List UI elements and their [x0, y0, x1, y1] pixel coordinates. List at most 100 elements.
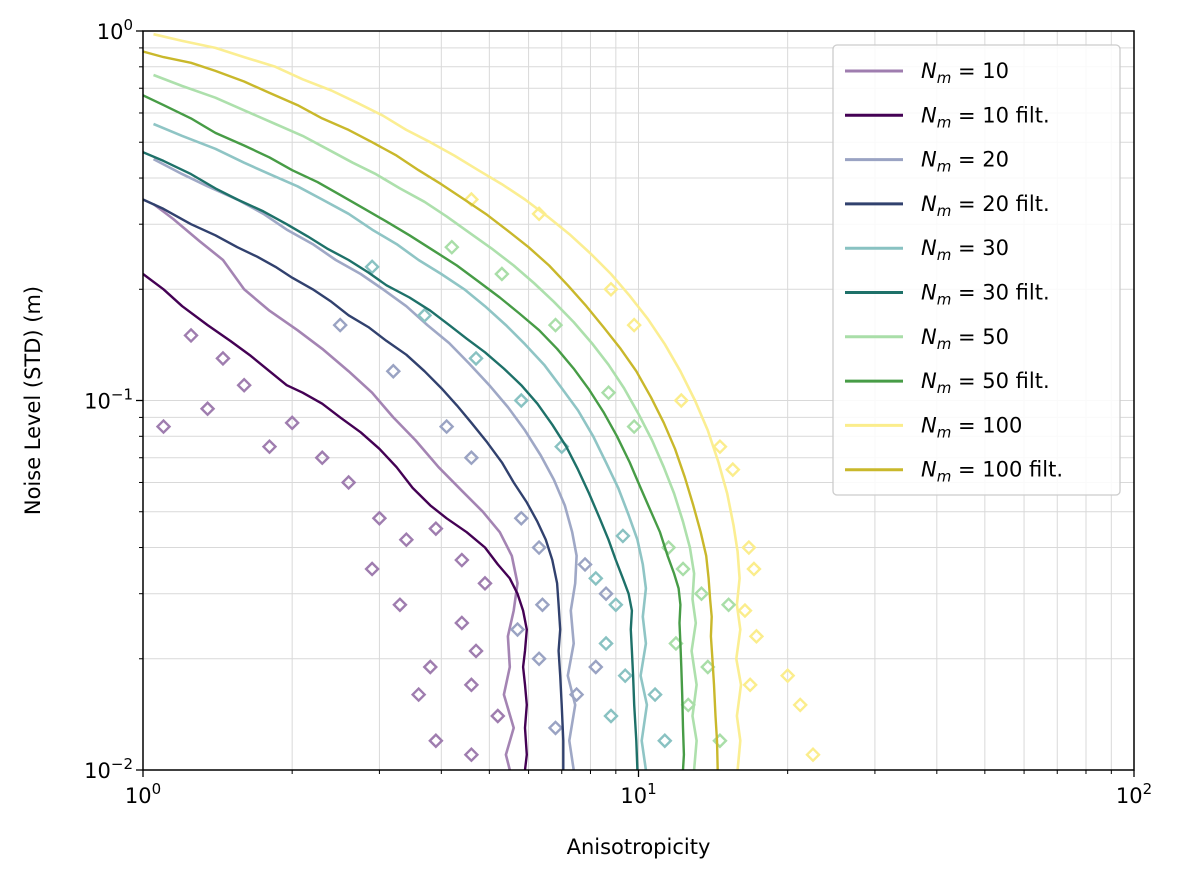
contour-island: [615, 528, 631, 544]
contour-island: [509, 621, 526, 638]
contour-island: [398, 532, 415, 548]
contour-island: [468, 643, 484, 659]
contour-island: [477, 575, 493, 592]
contour-island: [577, 556, 593, 573]
x-tick-label: 101: [620, 780, 656, 808]
contour-island: [647, 686, 663, 703]
legend-label: Nm = 100: [921, 413, 1022, 441]
contour-island: [155, 418, 172, 435]
contour-island: [416, 307, 433, 324]
contour-island: [712, 438, 728, 455]
contour-island: [513, 510, 529, 526]
legend-label: Nm = 30 filt.: [921, 281, 1050, 309]
x-axis-label: Anisotropicity: [567, 835, 711, 859]
contour-line: [153, 73, 698, 770]
contour-island: [454, 552, 470, 568]
contour-island: [668, 635, 684, 652]
contour-island: [284, 415, 300, 431]
contour-island: [490, 708, 506, 724]
contour-island: [444, 239, 460, 255]
contour-island: [494, 266, 510, 282]
axis-ticks: 100 101 102 10−2 10−1 100: [84, 16, 1152, 808]
x-tick-label: 100: [125, 780, 161, 808]
legend-label: Nm = 10 filt.: [921, 103, 1050, 131]
y-tick-label: 10−1: [84, 386, 133, 414]
contour-island: [215, 350, 231, 367]
y-tick-label: 100: [97, 16, 133, 44]
plot-area: [143, 32, 821, 770]
contour-island: [364, 259, 380, 275]
legend-label: Nm = 100 filt.: [921, 458, 1063, 486]
contour-island: [720, 597, 737, 613]
contour-island: [626, 418, 642, 435]
legend-frame: [832, 44, 1121, 496]
contour-island: [236, 377, 252, 393]
contour-island: [385, 363, 401, 379]
contour-island: [531, 206, 547, 222]
contour-island: [680, 697, 696, 713]
legend-label: Nm = 20: [921, 148, 1009, 176]
contour-line: [152, 203, 519, 770]
legend-label: Nm = 20 filt.: [921, 192, 1050, 220]
contour-island: [314, 450, 330, 466]
x-tick-label: 102: [1116, 780, 1152, 808]
contour-island: [428, 520, 444, 537]
contour-island: [603, 708, 619, 724]
contour-island: [410, 686, 427, 703]
contour-island: [588, 570, 604, 587]
contour-island: [513, 392, 529, 409]
contour-island: [588, 659, 604, 675]
contour-island: [741, 539, 757, 556]
contour-island: [675, 561, 691, 577]
legend: Nm = 10 Nm = 10 filt. Nm = 20 Nm = 20 filt.…: [832, 44, 1121, 496]
contour-line: [153, 32, 743, 770]
contour-island: [428, 733, 444, 749]
contour-island: [748, 628, 765, 645]
contour-island: [779, 667, 796, 684]
y-axis-label: Noise Level (STD) (m): [21, 286, 45, 515]
legend-label: Nm = 30: [921, 236, 1009, 264]
contour-island: [600, 384, 617, 401]
series-line: [143, 50, 719, 770]
legend-label: Nm = 50 filt.: [921, 369, 1050, 397]
contour-island: [422, 659, 438, 675]
contour-island: [547, 720, 564, 736]
contour-island: [199, 401, 216, 417]
contour-island: [792, 697, 808, 713]
contour-island: [364, 561, 380, 577]
contour-island: [603, 281, 619, 297]
contour-island: [554, 438, 570, 455]
contour-island: [371, 510, 388, 526]
contour-island: [737, 602, 753, 619]
contour-island: [725, 461, 741, 478]
series-line: [143, 151, 639, 770]
y-tick-label: 10−2: [84, 755, 133, 783]
contour-island: [693, 586, 710, 602]
contour-island: [463, 677, 480, 693]
contour-island: [746, 561, 762, 577]
contour-island: [340, 474, 357, 491]
series-line: [143, 273, 528, 770]
contour-island: [547, 317, 564, 333]
contour-island: [805, 747, 821, 763]
contour-island: [531, 651, 547, 667]
contour-line: [153, 122, 649, 770]
contour-island: [598, 635, 614, 652]
legend-label: Nm = 10: [921, 59, 1009, 87]
contour-island: [626, 317, 642, 333]
contour-island: [468, 350, 484, 367]
contour-island: [261, 438, 278, 455]
contour-island: [438, 418, 455, 435]
contour-island: [608, 597, 624, 613]
legend-label: Nm = 50: [921, 325, 1009, 353]
contour-island: [657, 733, 673, 749]
contour-island: [183, 327, 199, 344]
contour-island: [534, 597, 551, 613]
contour-island: [568, 686, 585, 703]
contour-island: [742, 677, 758, 693]
series-line: [143, 198, 565, 770]
contour-island: [454, 615, 470, 631]
contour-island: [598, 586, 614, 602]
contour-line: [152, 157, 578, 770]
contour-island: [463, 450, 480, 466]
